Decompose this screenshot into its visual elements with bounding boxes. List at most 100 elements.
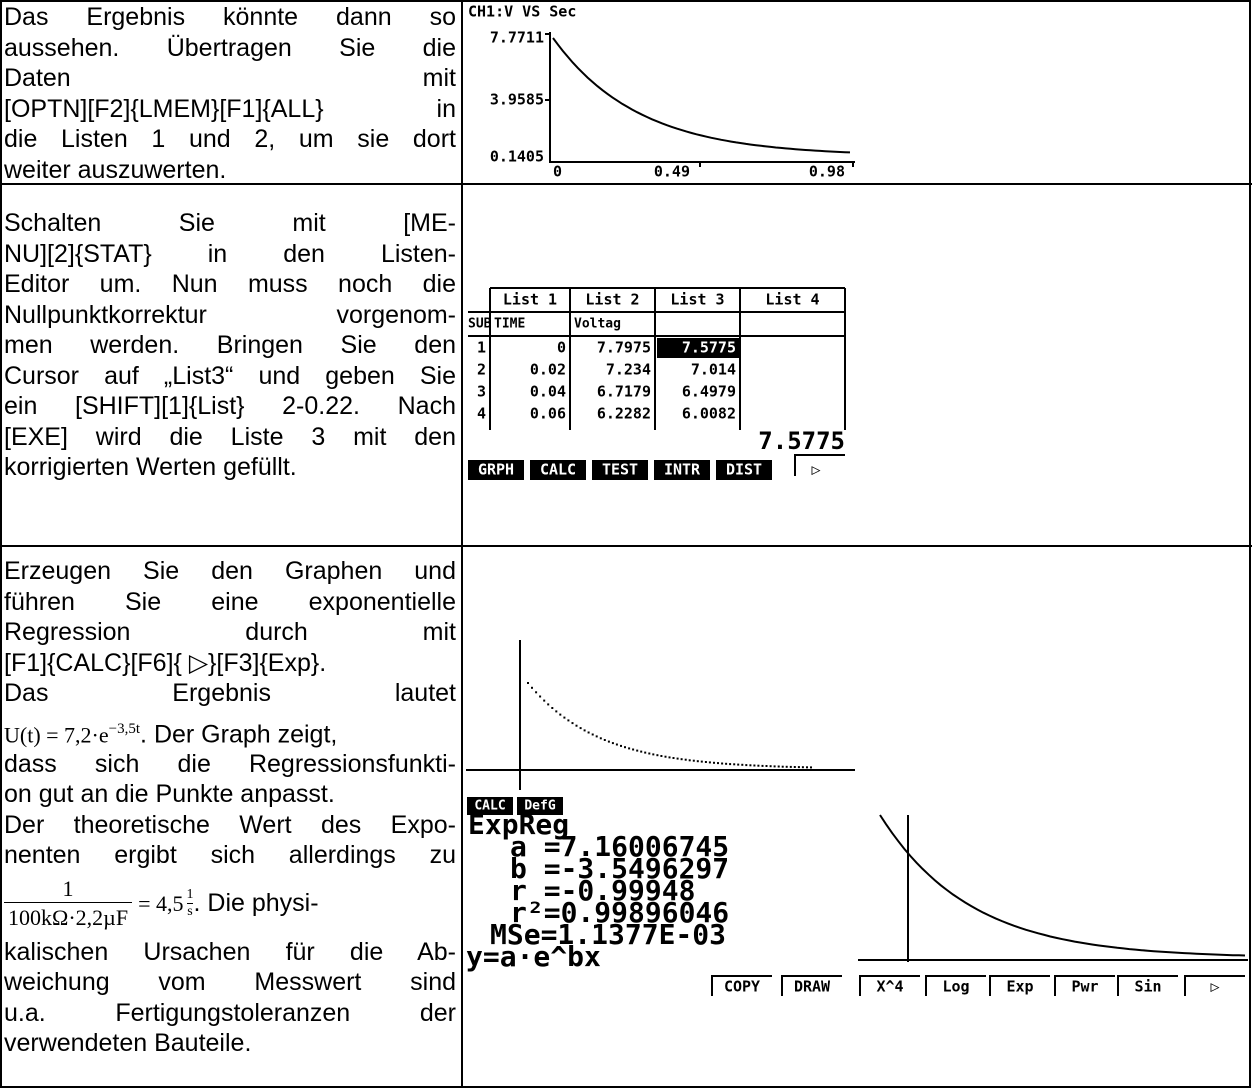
dot (721, 763, 723, 765)
curve (880, 815, 1245, 956)
dot (713, 762, 715, 764)
menu-label: Pwr (1071, 978, 1098, 996)
table-grid (468, 288, 845, 430)
x-tick-label: 0 (553, 163, 562, 181)
dot (741, 764, 743, 766)
cell: 0.06 (530, 405, 566, 423)
dot (749, 764, 751, 766)
dot (701, 761, 703, 763)
dot (648, 753, 650, 755)
dot (612, 742, 614, 744)
menu-label: GRPH (478, 461, 514, 479)
dot (527, 682, 529, 684)
y-tick-label: 7.7711 (490, 29, 544, 47)
entry-value: 7.5775 (758, 427, 845, 455)
dot (685, 759, 687, 761)
dot (616, 744, 618, 746)
dot (572, 722, 574, 724)
menu-label: INTR (664, 461, 701, 479)
dot (604, 739, 606, 741)
dot (596, 735, 598, 737)
dot (677, 758, 679, 760)
cell: 3 (477, 383, 486, 401)
cell: 7.014 (691, 361, 736, 379)
menu-label: DIST (726, 461, 762, 479)
dot (592, 734, 594, 736)
dot (628, 747, 630, 749)
menu-label: Sin (1134, 978, 1161, 996)
dot (543, 700, 545, 702)
dot (709, 761, 711, 763)
dot (547, 703, 549, 705)
cell: 0.04 (530, 383, 566, 401)
dot (757, 765, 759, 767)
dot (600, 737, 602, 739)
dot (665, 756, 667, 758)
result-line: y=a·e^bx (466, 940, 601, 973)
page: Das Ergebnis könnte dann soaussehen. Übe… (0, 0, 1252, 1088)
dot (689, 759, 691, 761)
dot (766, 765, 768, 767)
dot (580, 727, 582, 729)
dot (737, 764, 739, 766)
screens: CH1:V VS Sec7.77113.95850.140500.490.98L… (0, 0, 1252, 1088)
dot (693, 760, 695, 762)
menu-label: COPY (724, 978, 760, 996)
dot (802, 766, 804, 768)
dot (669, 756, 671, 758)
dot (636, 750, 638, 752)
dot (584, 729, 586, 731)
dot (535, 691, 537, 693)
menu-label: Log (942, 978, 969, 996)
cell: 7.234 (606, 361, 651, 379)
column-header: List 1 (503, 291, 557, 309)
dot (681, 758, 683, 760)
dot (563, 717, 565, 719)
dot (620, 745, 622, 747)
dot (770, 765, 772, 767)
dot (782, 766, 784, 768)
column-header: List 4 (765, 291, 819, 309)
dot (559, 714, 561, 716)
dot (673, 757, 675, 759)
menu-label: ▷ (811, 461, 820, 479)
cell: 6.2282 (597, 405, 651, 423)
cell: 7.5775 (682, 339, 736, 357)
menu-label: CALC (540, 461, 576, 479)
dot (717, 762, 719, 764)
dot (608, 741, 610, 743)
dot (588, 732, 590, 734)
curve (553, 38, 850, 152)
menu-label: Exp (1006, 978, 1033, 996)
dot (798, 766, 800, 768)
cell: 7.7975 (597, 339, 651, 357)
cell: 6.4979 (682, 383, 736, 401)
dot (656, 754, 658, 756)
dot (644, 752, 646, 754)
dot (624, 746, 626, 748)
dot (733, 763, 735, 765)
cell: 2 (477, 361, 486, 379)
x-tick-label: 0.49 (654, 163, 690, 181)
dot (725, 763, 727, 765)
y-tick-label: 3.9585 (490, 91, 544, 109)
dot (652, 753, 654, 755)
menu-label: DRAW (794, 978, 831, 996)
dot (555, 710, 557, 712)
dot (697, 760, 699, 762)
dot (632, 749, 634, 751)
dot (794, 766, 796, 768)
menu-label: ▷ (1210, 978, 1219, 996)
dot (531, 687, 533, 689)
cell: 0 (557, 339, 566, 357)
sub-label: TIME (494, 317, 525, 332)
cell: 1 (477, 339, 486, 357)
cell: 4 (477, 405, 486, 423)
dot (778, 766, 780, 768)
x-tick-label: 0.98 (809, 163, 845, 181)
menu-label: TEST (602, 461, 638, 479)
y-tick-label: 0.1405 (490, 148, 544, 166)
dot (762, 765, 764, 767)
sub-label: Voltag (574, 317, 621, 332)
dot (576, 725, 578, 727)
